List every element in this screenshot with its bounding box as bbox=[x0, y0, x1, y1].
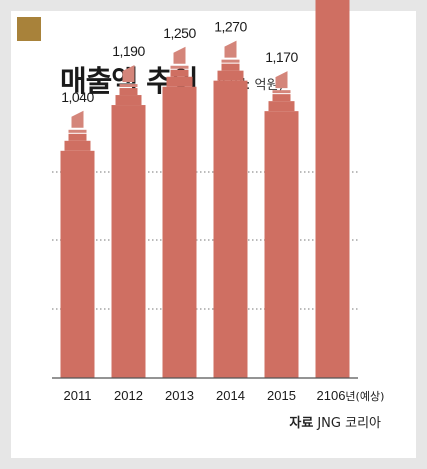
source-name: JNG 코리아 bbox=[317, 416, 381, 431]
bar-ring bbox=[119, 84, 138, 88]
bar-body bbox=[315, 0, 350, 378]
source-note: 자료 JNG 코리아 bbox=[289, 412, 381, 431]
category-label: 2012 bbox=[114, 388, 143, 403]
category-suffix: 년(예상) bbox=[345, 390, 384, 403]
bar-body bbox=[213, 80, 248, 379]
value-label: 1,250 bbox=[163, 25, 196, 41]
bar-shoulder bbox=[68, 133, 87, 141]
bar-ring bbox=[170, 65, 189, 69]
bar-ring bbox=[68, 129, 87, 133]
category-label: 2015 bbox=[267, 388, 296, 403]
value-label: 1,170 bbox=[265, 49, 298, 65]
bar-body bbox=[264, 111, 299, 379]
bar-2106 bbox=[315, 0, 350, 378]
bar-shoulder bbox=[64, 140, 91, 151]
bar-ring bbox=[221, 59, 240, 63]
bar-body bbox=[60, 150, 95, 378]
bar-tip bbox=[275, 71, 288, 89]
category-label: 2013 bbox=[165, 388, 194, 403]
bar-shoulder bbox=[115, 95, 142, 106]
bar-body bbox=[111, 105, 146, 379]
bar-body bbox=[162, 86, 197, 378]
bar-2011 bbox=[60, 110, 95, 378]
bar-shoulder bbox=[166, 76, 193, 87]
bar-shoulder bbox=[268, 101, 295, 112]
bar-shoulder bbox=[221, 63, 240, 71]
section-badge bbox=[17, 17, 41, 41]
bar-2014 bbox=[213, 40, 248, 379]
category-label: 2014 bbox=[216, 388, 245, 403]
source-label: 자료 bbox=[289, 416, 314, 431]
bar-2015 bbox=[264, 71, 299, 379]
bar-shoulder bbox=[217, 70, 244, 81]
value-label: 1,190 bbox=[112, 43, 145, 59]
bar-tip bbox=[224, 40, 237, 58]
bar-tip bbox=[71, 110, 84, 128]
bar-shoulder bbox=[170, 69, 189, 77]
category-label: 2011 bbox=[64, 388, 92, 403]
bar-shoulder bbox=[272, 94, 291, 102]
bar-2012 bbox=[111, 65, 146, 379]
value-label: 1,040 bbox=[61, 89, 94, 105]
value-label: 1,270 bbox=[214, 19, 247, 35]
category-label: 2106년(예상) bbox=[317, 388, 385, 403]
bar-tip bbox=[173, 46, 186, 64]
bar-shoulder bbox=[119, 88, 138, 96]
bar-tip bbox=[122, 65, 135, 83]
bar-ring bbox=[272, 90, 291, 94]
bar-2013 bbox=[162, 46, 197, 378]
